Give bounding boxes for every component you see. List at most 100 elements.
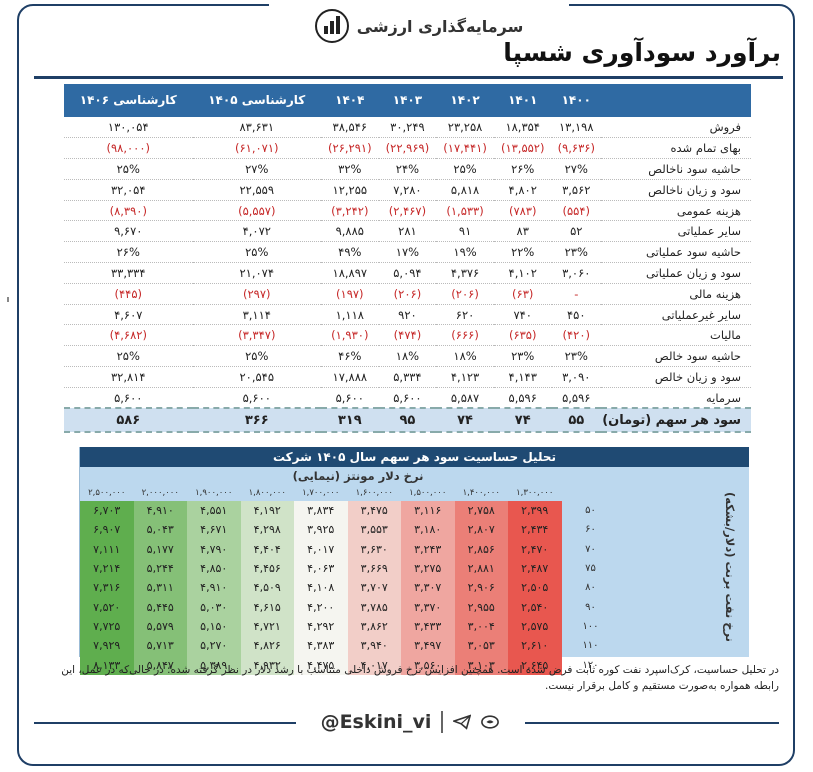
brand-logo-icon	[314, 9, 349, 43]
pl-cell: (۲۲,۹۶۹)	[378, 137, 437, 160]
pl-cell: ۲۲%	[493, 241, 552, 264]
pl-cell: ۵,۳۳۴	[378, 366, 437, 388]
sensitivity-cell: ۵,۴۴۵	[133, 597, 187, 617]
sensitivity-cell: ۳,۳۰۷	[401, 578, 455, 598]
footnote: در تحلیل حساسیت، کرک‌اسپرد نفت کوره ثابت…	[61, 664, 779, 692]
sensitivity-cell: ۶,۹۰۷	[80, 520, 134, 540]
sensitivity-cell: ۲,۴۸۷	[508, 558, 562, 579]
sensitivity-cell: ۲,۴۳۴	[508, 520, 562, 540]
sensitivity-panel: تحلیل حساسیت سود هر سهم سال ۱۴۰۵ شرکت نر…	[79, 447, 749, 675]
page-title: برآورد سودآوری شسپا	[503, 38, 781, 67]
eps-cell: ۵۸۶	[64, 407, 193, 434]
row-label: مالیات	[601, 324, 751, 347]
row-label: فروش	[601, 117, 751, 139]
sensitivity-cell: ۸,۱۳۳	[80, 655, 134, 675]
sensitivity-cell: ۴,۲۹۲	[294, 616, 348, 637]
pl-cell: ۳۰,۲۴۹	[378, 117, 437, 139]
oil-price-label: ۷۵	[585, 563, 596, 575]
pl-cell: ۲۱,۰۷۴	[192, 262, 321, 284]
pl-row: هزینه عمومی (۵۵۴) (۷۸۳) (۱,۵۳۳) (۲,۴۶۷) (۳,۲۴…	[64, 200, 751, 222]
sensitivity-cell: ۳,۷۰۷	[347, 578, 401, 598]
sensitivity-cell: ۲,۵۰۵	[508, 578, 562, 598]
pl-cell: ۵,۵۹۶	[493, 387, 552, 409]
sensitivity-cell: ۲,۶۱۰	[508, 636, 562, 656]
pl-cell: ۹,۶۷۰	[64, 220, 193, 243]
pl-cell: (۱,۹۳۰)	[320, 324, 379, 347]
pl-row: سایر عملیاتی ۵۲ ۸۳ ۹۱ ۲۸۱ ۹,۸۸۵ ۴,۰۷۲ ۹,۶۷۰	[64, 220, 751, 243]
brand-header: سرمایه‌گذاری ارزشی	[269, 4, 569, 48]
sensitivity-cell: ۴,۱۰۸	[294, 578, 348, 598]
sensitivity-cell: ۵,۲۴۴	[133, 558, 187, 579]
sensitivity-cell: ۵,۸۴۷	[133, 655, 187, 675]
pl-row: هزینه مالی - (۶۳) (۲۰۶) (۲۰۶) (۱۹۷) (۲۹۷) (۴۴۵)	[64, 283, 751, 305]
sensitivity-cell: ۳,۲۴۳	[401, 539, 455, 559]
sensitivity-cell: ۷,۹۲۹	[80, 636, 134, 656]
sensitivity-cell: ۳,۲۷۵	[401, 558, 455, 579]
pl-cell: (۴۴۵)	[64, 283, 193, 305]
sensitivity-row: ۸۰ ۲,۵۰۵ ۲,۹۰۶ ۳,۳۰۷ ۳,۷۰۷ ۴,۱۰۸ ۴,۵۰۹ ۴,۹۱۰ ۵,۳…	[80, 578, 620, 598]
pl-cell: ۲۶%	[493, 158, 552, 180]
sensitivity-cell: ۴,۴۵۶	[240, 558, 294, 579]
sensitivity-cell: ۲,۴۷۰	[508, 539, 562, 559]
sensitivity-cell: ۴,۹۱۰	[187, 578, 241, 598]
label-header	[601, 84, 751, 117]
sensitivity-cell: ۵,۳۱۱	[133, 578, 187, 598]
pl-cell: (۹,۶۳۶)	[551, 137, 601, 160]
pl-cell: (۹۸,۰۰۰)	[64, 137, 193, 160]
pl-row: سرمایه ۵,۵۹۶ ۵,۵۹۶ ۵,۵۸۷ ۵,۶۰۰ ۵,۶۰۰ ۵,۶۰۰ ۵,۶۰…	[64, 387, 751, 409]
pl-cell: (۶۶۶)	[436, 324, 494, 347]
sensitivity-row: ۱۰۰ ۲,۵۷۵ ۳,۰۰۴ ۳,۴۳۳ ۳,۸۶۲ ۴,۲۹۲ ۴,۷۲۱ ۵,۱۵۰ ۵,…	[80, 616, 620, 637]
dollar-rate-header: ۱,۶۰۰,۰۰۰	[355, 488, 393, 498]
pl-cell: ۲۵%	[192, 241, 321, 264]
sensitivity-cell: ۴,۹۳۲	[240, 655, 294, 675]
pl-cell: ۹,۸۸۵	[320, 220, 379, 243]
pl-cell: ۴,۱۴۳	[493, 366, 552, 388]
pl-cell: ۷۴۰	[493, 304, 552, 326]
brand-name: سرمایه‌گذاری ارزشی	[356, 16, 524, 36]
eps-cell: ۷۴	[436, 407, 494, 434]
pl-cell: (۲۶,۲۹۱)	[320, 137, 379, 160]
sensitivity-row: ۶۰ ۲,۴۳۴ ۲,۸۰۷ ۳,۱۸۰ ۳,۵۵۳ ۳,۹۲۵ ۴,۲۹۸ ۴,۶۷۱ ۵,۰…	[80, 520, 620, 540]
row-label: بهای تمام شده	[601, 137, 751, 160]
pl-cell: (۲۹۷)	[192, 283, 321, 305]
pl-cell: ۴,۱۰۲	[493, 262, 552, 284]
pl-row: فروش ۱۳,۱۹۸ ۱۸,۳۵۴ ۲۳,۲۵۸ ۳۰,۲۴۹ ۳۸,۵۴۶ ۸۳,۶۳۱…	[64, 117, 751, 139]
pl-cell: ۲۵%	[436, 158, 494, 180]
pl-cell: ۲۸۱	[378, 220, 437, 243]
pl-row: مالیات (۴۲۰) (۶۳۵) (۶۶۶) (۴۷۴) (۱,۹۳۰) (۳,۳۴۷)…	[64, 324, 751, 347]
pl-cell: ۵,۸۱۸	[436, 179, 494, 201]
pl-cell: ۴,۰۷۲	[192, 220, 321, 243]
pl-cell: (۸,۳۹۰)	[64, 200, 193, 222]
pl-cell: ۷,۲۸۰	[378, 179, 437, 201]
pl-cell: (۶۳۵)	[493, 324, 552, 347]
eitaa-icon[interactable]	[481, 714, 500, 730]
year-header: ۱۴۰۳	[378, 84, 437, 117]
sensitivity-row: ۱۲۰ ۲,۶۴۵ ۳,۱۰۳ ۳,۵۶۰ ۴,۰۱۷ ۴,۴۷۵ ۴,۹۳۲ ۵,۳۸۹ ۵,…	[80, 655, 620, 675]
sensitivity-cell: ۷,۷۲۵	[80, 616, 134, 637]
profit-loss-table: ۱۴۰۰ ۱۴۰۱ ۱۴۰۲ ۱۴۰۳ ۱۴۰۴ کارشناسی ۱۴۰۵ کارشناس…	[64, 84, 751, 434]
pl-cell: (۲۰۶)	[436, 283, 494, 305]
telegram-icon[interactable]	[453, 714, 472, 730]
pl-cell: (۷۸۳)	[493, 200, 552, 222]
pl-cell: ۵,۶۰۰	[378, 387, 437, 409]
sensitivity-cell: ۵,۰۴۳	[133, 520, 187, 540]
sensitivity-cell: ۴,۷۲۱	[240, 616, 294, 637]
sensitivity-cell: ۴,۰۱۷	[294, 539, 348, 559]
sensitivity-cell: ۳,۴۳۳	[401, 616, 455, 637]
pl-cell: ۹۲۰	[378, 304, 437, 326]
sensitivity-cell: ۵,۷۱۳	[133, 636, 187, 656]
sensitivity-cell: ۳,۹۴۰	[347, 636, 401, 656]
pl-cell: ۱۳,۱۹۸	[551, 117, 601, 139]
eps-cell: ۳۱۹	[320, 407, 379, 434]
sensitivity-row: ۱۱۰ ۲,۶۱۰ ۳,۰۵۳ ۳,۴۹۷ ۳,۹۴۰ ۴,۳۸۳ ۴,۸۲۶ ۵,۲۷۰ ۵,…	[80, 636, 620, 656]
pl-cell: ۲۳,۲۵۸	[436, 117, 494, 139]
pl-cell: ۴,۱۲۳	[436, 366, 494, 388]
eps-cell: ۹۵	[378, 407, 437, 434]
pl-cell: ۲۰,۵۴۵	[192, 366, 321, 388]
pl-cell: ۲۲,۵۵۹	[192, 179, 321, 201]
row-label: سود و زیان عملیاتی	[601, 262, 751, 284]
pl-cell: ۳,۰۶۰	[551, 262, 601, 284]
pl-cell: ۸۳,۶۳۱	[192, 117, 321, 139]
channel-handle[interactable]: @Eskini_vi	[320, 711, 432, 733]
pl-cell: ۹۱	[436, 220, 494, 243]
